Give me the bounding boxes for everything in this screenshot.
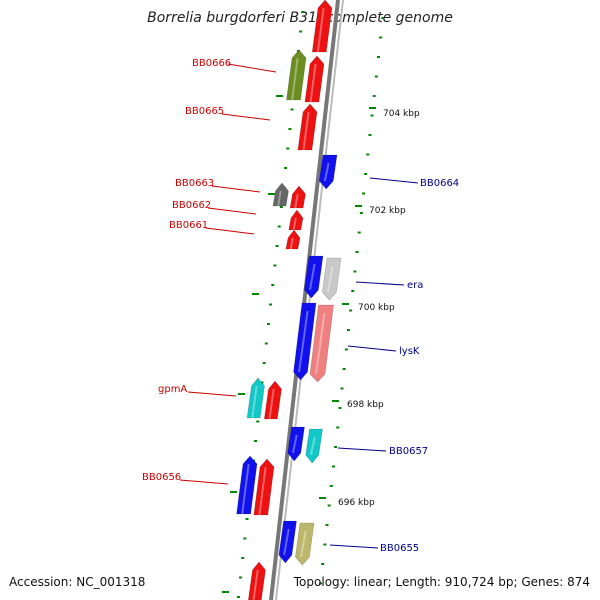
- gene-arrow: [297, 103, 318, 151]
- gene-arrow: [304, 255, 324, 299]
- gene-label-lysk: lysK: [399, 346, 420, 357]
- gene-arrow: [293, 302, 317, 381]
- gene-arrow: [248, 561, 266, 600]
- gene-highlight: [291, 434, 298, 454]
- gene-label-bb0657: BB0657: [389, 446, 428, 457]
- gene-arrow: [311, 0, 333, 53]
- leader-line: [329, 544, 379, 549]
- gene-arrow: [286, 49, 307, 101]
- gene-highlight: [309, 436, 316, 456]
- gene-label-era: era: [407, 280, 423, 291]
- genome-title: Borrelia burgdorferi B31, complete genom…: [147, 10, 453, 26]
- gene-label-bb0655: BB0655: [380, 543, 419, 554]
- gene-arrow: [253, 458, 275, 516]
- scale-label: 698 kbp: [347, 400, 384, 410]
- gene-label-bb0665: BB0665: [185, 106, 224, 117]
- leader-line: [221, 113, 271, 121]
- gene-arrow: [236, 455, 258, 515]
- gene-arrow: [295, 522, 315, 566]
- gene-highlight: [315, 312, 326, 375]
- gene-label-bb0663: BB0663: [175, 178, 214, 189]
- gene-labels: BB0666 BB0665 BB0663 BB0662 BB0661 gpmA BB0656…: [142, 58, 459, 554]
- leader-line: [211, 185, 261, 193]
- genome-stats-text: Topology: linear; Length: 910,724 bp; Ge…: [293, 575, 590, 589]
- gene-highlight: [268, 388, 275, 420]
- gene-highlight: [316, 7, 325, 53]
- gene-arrow: [246, 377, 265, 419]
- gene-label-bb0656: BB0656: [142, 472, 181, 483]
- leader-line: [205, 227, 255, 235]
- label-leaders: [179, 63, 419, 549]
- gene-highlight: [258, 466, 267, 516]
- gene-arrow: [322, 257, 342, 301]
- gene-label-bb0662: BB0662: [172, 200, 211, 211]
- gene-arrow: [287, 426, 305, 462]
- gene-highlight: [241, 463, 250, 515]
- gene-arrow: [278, 520, 297, 564]
- leader-line: [179, 479, 229, 485]
- gene-highlight: [309, 63, 317, 103]
- scale-label: 702 kbp: [369, 206, 406, 216]
- leader-line: [355, 281, 405, 286]
- gene-highlight: [292, 217, 297, 231]
- gene-highlight: [299, 530, 307, 558]
- leader-line: [187, 391, 237, 397]
- gene-highlight: [302, 111, 310, 151]
- gene-highlight: [283, 528, 290, 556]
- backbone-line: [269, 0, 340, 600]
- gene-arrow: [285, 229, 301, 250]
- gene-arrow: [304, 55, 325, 103]
- gene-arrow: [309, 304, 334, 383]
- gene-label-bb0661: BB0661: [169, 220, 208, 231]
- gene-highlight: [298, 310, 309, 373]
- gene-highlight: [252, 569, 259, 600]
- gene-label-bb0666: BB0666: [192, 58, 231, 69]
- gene-highlight: [289, 237, 294, 250]
- gene-label-gpma: gpmA: [158, 384, 187, 395]
- scale-label: 704 kbp: [383, 109, 420, 119]
- gene-label-bb0664: BB0664: [420, 178, 459, 189]
- gene-arrow: [263, 380, 282, 420]
- gene-highlight: [291, 57, 299, 101]
- gene-arrow: [272, 182, 289, 207]
- backbone-line-light: [275, 0, 344, 600]
- gene-highlight: [308, 263, 316, 291]
- gene-arrow: [318, 154, 338, 190]
- leader-line: [369, 177, 419, 184]
- gene-highlight: [323, 162, 330, 182]
- scale-labels: 704 kbp 702 kbp 700 kbp 698 kbp 696 kbp: [338, 109, 420, 508]
- gene-highlight: [326, 265, 334, 293]
- gene-arrow: [305, 428, 323, 464]
- leader-line: [347, 345, 397, 352]
- gene-arrow: [288, 209, 304, 231]
- leader-line: [227, 63, 277, 73]
- gene-features: [236, 0, 342, 600]
- leader-line: [337, 447, 387, 452]
- gene-arrow: [289, 185, 306, 209]
- gene-highlight: [251, 385, 258, 419]
- scale-label: 696 kbp: [338, 498, 375, 508]
- scale-label: 700 kbp: [358, 303, 395, 313]
- gene-highlight: [277, 190, 282, 207]
- gene-highlight: [294, 193, 299, 209]
- accession-text: Accession: NC_001318: [9, 575, 146, 589]
- leader-line: [207, 207, 257, 215]
